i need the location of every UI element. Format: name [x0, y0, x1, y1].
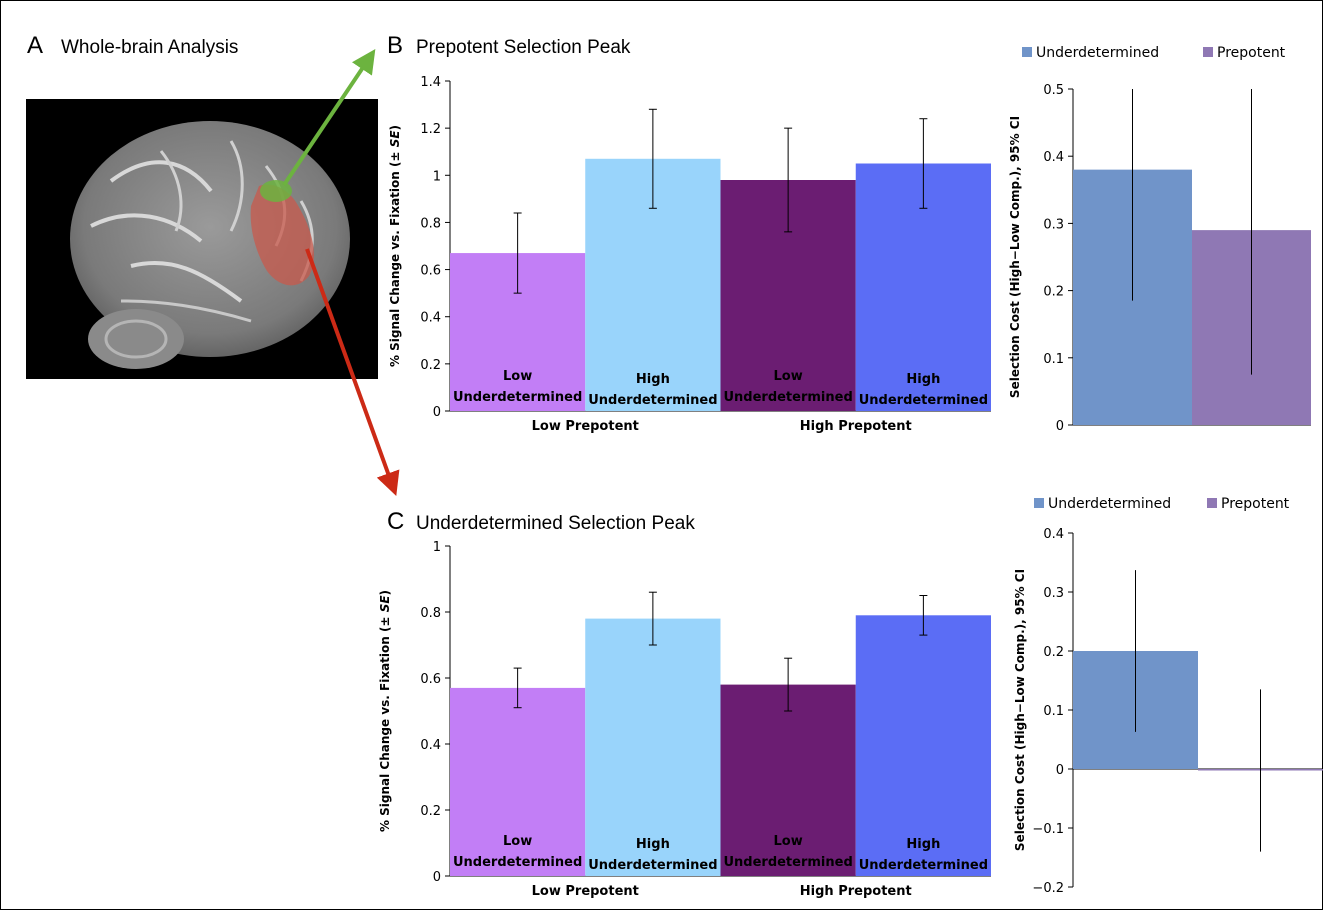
- bar-label-factor: Underdetermined: [588, 858, 717, 873]
- bar-label-level: Low: [503, 834, 532, 849]
- panel-c-title: Underdetermined Selection Peak: [416, 513, 695, 534]
- bar-3: [720, 684, 856, 876]
- y-tick-label: 0.1: [1043, 704, 1064, 719]
- y-axis-title-part: SE: [378, 595, 392, 613]
- y-tick-label: 1.2: [420, 122, 441, 137]
- y-tick-label: 0.1: [1043, 352, 1064, 367]
- y-tick-label: 1: [433, 169, 441, 184]
- y-tick-label: 0.8: [420, 606, 441, 621]
- group-label: High Prepotent: [800, 419, 912, 434]
- bar-4: [855, 615, 991, 876]
- y-tick-label: 1.4: [420, 75, 441, 90]
- legend-label: Underdetermined: [1036, 45, 1159, 61]
- legend-swatch: [1022, 47, 1032, 57]
- y-tick-label: 0.2: [420, 358, 441, 373]
- brain-image: [26, 99, 378, 379]
- y-tick-label: 0: [433, 870, 441, 885]
- y-tick-label: 0: [433, 405, 441, 420]
- legend-label: Prepotent: [1221, 496, 1290, 512]
- y-tick-label: −0.2: [1032, 881, 1064, 896]
- y-axis-title: Selection Cost (High−Low Comp.), 95% CI: [1013, 569, 1027, 851]
- panel-a: A Whole-brain Analysis: [26, 32, 400, 497]
- y-axis-title-part: % Signal Change vs. Fixation (±: [388, 147, 402, 367]
- y-tick-label: 0: [1056, 763, 1064, 778]
- group-label: Low Prepotent: [532, 884, 639, 899]
- bar-label-level: High: [906, 372, 940, 387]
- panel-b: B Prepotent Selection Peak 0 0.2 0.4 0.6 0.8…: [387, 32, 1311, 434]
- bar-label-factor: Underdetermined: [588, 393, 717, 408]
- panel-c-letter: C: [387, 508, 404, 535]
- y-tick-label: 0.3: [1043, 217, 1064, 232]
- arrow-to-panel-c: [305, 248, 400, 497]
- bar-2: [585, 618, 721, 876]
- y-tick-label: 0.8: [420, 216, 441, 231]
- panel-c-selection-cost-chart: −0.2 −0.1 0 0.1 0.2 0.3 0.4 Underdetermined Prep…: [1013, 496, 1323, 896]
- y-tick-label: 0: [1056, 419, 1064, 434]
- y-tick-label: 0.4: [420, 738, 441, 753]
- panel-c-signal-chart: 0 0.2 0.4 0.6 0.8 1 Low Underdetermined High Unde…: [378, 540, 991, 899]
- bar-label-level: Low: [774, 834, 803, 849]
- bar-label-level: High: [636, 837, 670, 852]
- activation-cluster-red: [250, 184, 315, 286]
- legend-label: Prepotent: [1217, 45, 1286, 61]
- bar-label-factor: Underdetermined: [859, 393, 988, 408]
- bar-label-factor: Underdetermined: [453, 855, 582, 870]
- bar-label-factor: Underdetermined: [723, 390, 852, 405]
- group-label: High Prepotent: [800, 884, 912, 899]
- y-tick-label: 0.3: [1043, 586, 1064, 601]
- y-tick-label: 0.4: [1043, 527, 1064, 542]
- y-tick-label: 0.4: [1043, 150, 1064, 165]
- y-tick-label: 0.4: [420, 311, 441, 326]
- y-axis-title-part: ): [388, 125, 402, 130]
- bar-1: [450, 687, 586, 876]
- bar-label-level: Low: [774, 369, 803, 384]
- legend-swatch: [1207, 498, 1217, 508]
- bar-label-factor: Underdetermined: [859, 858, 988, 873]
- panel-b-letter: B: [387, 32, 403, 59]
- y-axis-title-part: SE: [388, 130, 402, 148]
- y-tick-label: 0.6: [420, 672, 441, 687]
- y-tick-label: 0.5: [1043, 83, 1064, 98]
- bar-label-factor: Underdetermined: [453, 390, 582, 405]
- bar-label-factor: Underdetermined: [723, 855, 852, 870]
- panel-b-title: Prepotent Selection Peak: [416, 37, 631, 58]
- bar-label-level: High: [906, 837, 940, 852]
- panel-a-title: Whole-brain Analysis: [61, 37, 238, 58]
- y-axis-title-part: ): [378, 590, 392, 595]
- bar-label-level: High: [636, 372, 670, 387]
- y-axis-title: % Signal Change vs. Fixation (± SE): [388, 125, 402, 367]
- bar-label-level: Low: [503, 369, 532, 384]
- y-tick-label: −0.1: [1032, 822, 1064, 837]
- y-tick-label: 0.2: [1043, 645, 1064, 660]
- y-tick-label: 0.2: [1043, 285, 1064, 300]
- legend-swatch: [1034, 498, 1044, 508]
- panel-c: C Underdetermined Selection Peak 0 0.2 0.4…: [378, 496, 1323, 899]
- y-tick-label: 1: [433, 540, 441, 555]
- brain-sagittal-slice: [70, 121, 350, 369]
- y-axis-title: % Signal Change vs. Fixation (± SE): [378, 590, 392, 832]
- group-label: Low Prepotent: [532, 419, 639, 434]
- legend-label: Underdetermined: [1048, 496, 1171, 512]
- y-axis-title: Selection Cost (High−Low Comp.), 95% CI: [1008, 116, 1022, 398]
- activation-cluster-green: [260, 180, 292, 202]
- y-axis-title-part: % Signal Change vs. Fixation (±: [378, 612, 392, 832]
- y-tick-label: 0.6: [420, 264, 441, 279]
- panel-a-letter: A: [27, 32, 43, 59]
- arrow-to-panel-b: [282, 49, 376, 187]
- legend-swatch: [1203, 47, 1213, 57]
- panel-b-selection-cost-chart: 0 0.1 0.2 0.3 0.4 0.5 Underdetermined Prepotent…: [1008, 45, 1311, 434]
- y-tick-label: 0.2: [420, 804, 441, 819]
- panel-b-signal-chart: 0 0.2 0.4 0.6 0.8 1 1.2 1.4 Low Underdetermined Hi…: [388, 75, 991, 434]
